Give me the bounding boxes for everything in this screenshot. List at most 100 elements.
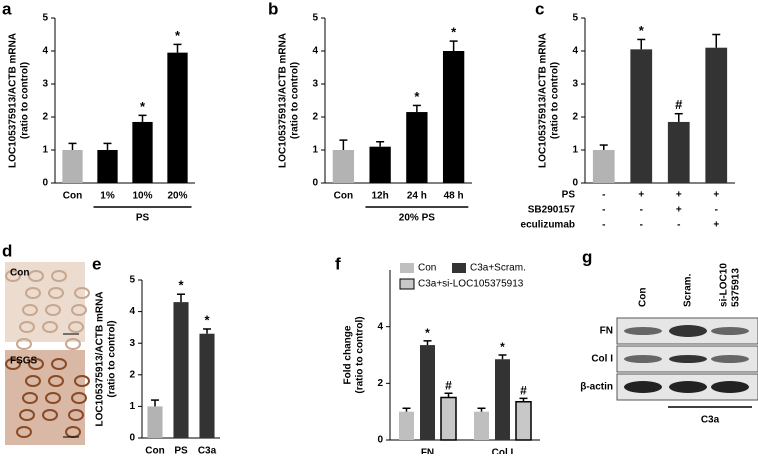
band xyxy=(624,355,662,363)
tubule xyxy=(68,409,84,421)
band xyxy=(624,327,662,335)
y-axis-label: (ratio to control) xyxy=(290,62,301,139)
y-tick-label: 5 xyxy=(129,275,135,286)
legend-swatch xyxy=(400,263,414,273)
y-tick-label: 4 xyxy=(312,46,318,57)
bar xyxy=(630,49,653,183)
y-tick-label: 0 xyxy=(572,178,578,189)
tubule xyxy=(16,338,32,350)
lane-label: si-LOC10 xyxy=(719,263,730,307)
significance-mark: * xyxy=(414,89,420,104)
x-tick-label: C3a xyxy=(198,446,217,454)
panel-label: e xyxy=(92,254,101,273)
row-label: FN xyxy=(600,326,613,337)
image-label: Con xyxy=(10,268,29,279)
y-axis-label: Fold change xyxy=(343,325,354,384)
significance-mark: # xyxy=(520,384,527,398)
y-tick-label: 1 xyxy=(129,401,135,412)
band xyxy=(669,381,707,393)
condition-mark: - xyxy=(640,220,643,231)
condition-mark: - xyxy=(602,190,605,201)
y-axis-label: LOC105375913/ACTB mRNA xyxy=(538,33,549,168)
band xyxy=(669,355,707,363)
tubule xyxy=(22,304,38,316)
y-tick-label: 4 xyxy=(377,321,383,332)
panel-label: f xyxy=(335,254,341,273)
bar xyxy=(199,333,215,438)
legend-label: Con xyxy=(418,263,436,274)
panel-label: d xyxy=(2,241,12,260)
tubule xyxy=(48,287,64,299)
bar xyxy=(440,396,457,441)
x-tick-label: PS xyxy=(174,446,188,454)
panel-label: b xyxy=(268,0,278,18)
group-label: 20% PS xyxy=(399,213,435,224)
x-tick-label: 1% xyxy=(100,191,115,202)
condition-mark: - xyxy=(715,205,718,216)
bar xyxy=(97,150,118,183)
tubule xyxy=(5,358,21,370)
band xyxy=(711,327,749,335)
significance-mark: # xyxy=(675,97,683,112)
bar xyxy=(173,302,189,438)
significance-mark: * xyxy=(639,23,645,38)
y-tick-label: 0 xyxy=(42,178,48,189)
tubule xyxy=(71,392,87,404)
condition-mark: + xyxy=(713,220,719,231)
x-tick-label: 24 h xyxy=(407,191,427,202)
y-tick-label: 3 xyxy=(129,338,135,349)
tissue-image xyxy=(5,262,85,342)
bar xyxy=(399,411,414,440)
condition-mark: - xyxy=(602,205,605,216)
bar xyxy=(515,401,532,441)
condition-mark: + xyxy=(713,190,719,201)
y-tick-label: 4 xyxy=(572,46,578,57)
significance-mark: * xyxy=(500,340,505,354)
significance-mark: * xyxy=(175,28,181,43)
significance-mark: * xyxy=(178,278,184,293)
condition-mark: - xyxy=(640,205,643,216)
y-axis-label: LOC105375913/ACTB mRNA xyxy=(8,33,19,168)
x-tick-label: 48 h xyxy=(444,191,464,202)
x-tick-label: 20% xyxy=(167,191,187,202)
condition-name: eculizumab xyxy=(521,220,575,231)
tubule xyxy=(16,426,32,438)
y-tick-label: 2 xyxy=(312,112,318,123)
y-axis-label: LOC105375913/ACTB mRNA xyxy=(95,291,106,426)
panel-label: a xyxy=(2,0,12,18)
y-tick-label: 3 xyxy=(572,79,578,90)
condition-mark: + xyxy=(676,190,682,201)
bar xyxy=(474,411,489,440)
lane-label: Con xyxy=(638,288,649,307)
x-tick-label: Col I xyxy=(492,448,514,454)
y-tick-label: 0 xyxy=(312,178,318,189)
legend-swatch xyxy=(399,278,415,290)
panel-label: g xyxy=(582,247,592,266)
tubule xyxy=(68,321,84,333)
bar xyxy=(167,52,188,184)
tubule xyxy=(28,358,44,370)
tubule xyxy=(19,321,35,333)
bar xyxy=(147,406,163,438)
y-tick-label: 4 xyxy=(42,46,48,57)
condition-mark: + xyxy=(638,190,644,201)
y-tick-label: 3 xyxy=(42,79,48,90)
y-tick-label: 4 xyxy=(129,306,135,317)
tubule xyxy=(25,287,41,299)
band xyxy=(669,325,707,337)
y-axis-label: (ratio to control) xyxy=(20,62,31,139)
x-tick-label: FN xyxy=(421,448,434,454)
y-axis-label: LOC105375913/ACTB mRNA xyxy=(278,33,289,168)
bar xyxy=(406,112,428,183)
tubule xyxy=(51,270,67,282)
lane-label: 5375913 xyxy=(731,268,742,307)
x-tick-label: Con xyxy=(334,191,353,202)
y-tick-label: 0 xyxy=(377,435,383,446)
tubule xyxy=(65,338,81,350)
condition-mark: + xyxy=(676,205,682,216)
y-axis-label: (ratio to control) xyxy=(355,316,366,393)
significance-mark: * xyxy=(204,312,210,327)
row-label: Col I xyxy=(591,354,613,365)
tubule xyxy=(45,392,61,404)
